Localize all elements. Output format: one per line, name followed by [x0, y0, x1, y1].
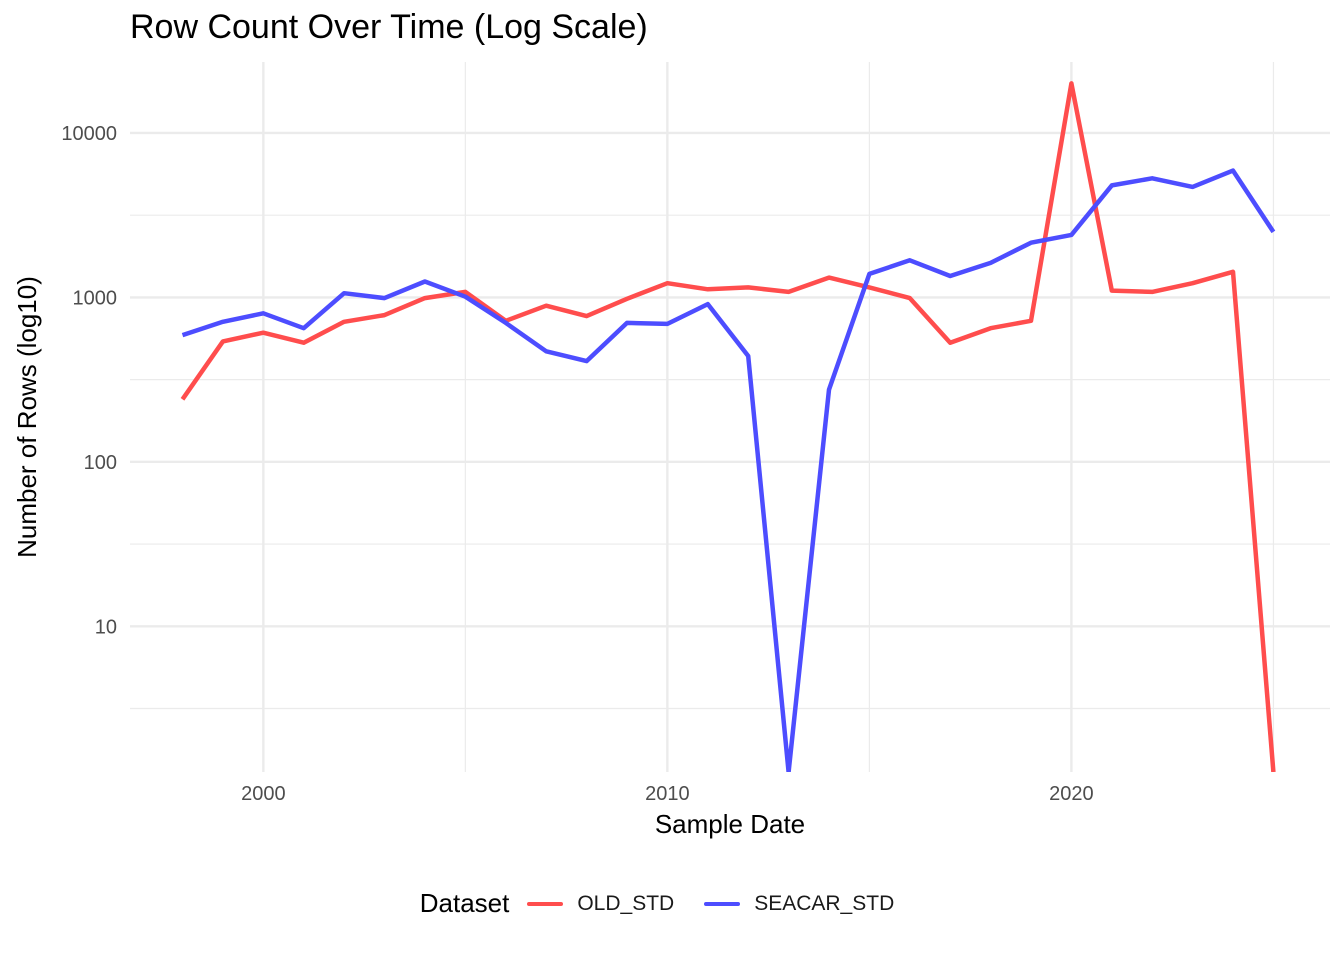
legend-item-old-std: OLD_STD	[527, 892, 674, 916]
legend-swatch-old-std	[527, 901, 564, 906]
y-tick-label: 10000	[61, 123, 117, 145]
series-layer	[180, 81, 1276, 772]
legend-title: Dataset	[419, 888, 510, 918]
y-axis-title: Number of Rows (log10)	[12, 276, 42, 558]
x-tick-label: 2010	[645, 783, 690, 805]
grid-layer	[130, 62, 1330, 772]
chart-title: Row Count Over Time (Log Scale)	[130, 8, 648, 46]
legend: Dataset OLD_STD SEACAR_STD	[0, 888, 1344, 919]
series-line-old-std	[180, 81, 1276, 772]
x-axis-title: Sample Date	[655, 809, 805, 839]
x-tick-label: 2020	[1049, 783, 1094, 805]
plot-area: 2000 2010 2020 10 100 1000 10000 Sample Date N…	[12, 62, 1330, 839]
tick-layer: 2000 2010 2020 10 100 1000 10000	[61, 123, 1093, 805]
y-tick-label: 1000	[73, 287, 118, 309]
y-tick-label: 10	[95, 616, 117, 638]
legend-label-old-std: OLD_STD	[577, 891, 675, 915]
y-tick-label: 100	[84, 452, 117, 474]
x-tick-label: 2000	[241, 783, 286, 805]
legend-item-seacar-std: SEACAR_STD	[704, 892, 894, 916]
legend-label-seacar-std: SEACAR_STD	[754, 891, 895, 915]
series-line-seacar-std	[181, 168, 1276, 772]
legend-swatch-seacar-std	[704, 901, 741, 906]
